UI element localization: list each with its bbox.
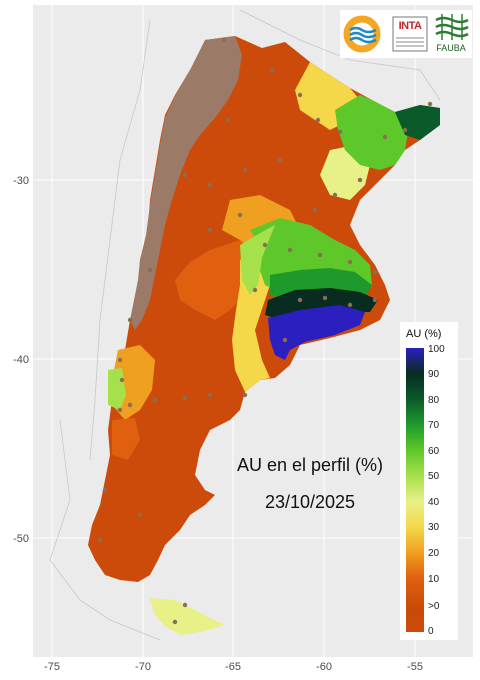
legend-label: 100 (428, 344, 445, 355)
inta-logo-icon (392, 16, 428, 52)
green-zone-littoral (335, 95, 410, 170)
purple-zone-saturated (268, 305, 365, 360)
x-tick-label: -75 (44, 661, 60, 673)
y-axis-ticks: -30 -40 -50 (13, 175, 29, 545)
inta-logo-text: INTA (398, 20, 422, 32)
legend-label: 20 (428, 548, 440, 559)
y-tick-label: -50 (13, 533, 29, 545)
y-tick-label: -30 (13, 175, 29, 187)
institution-logo-icon (343, 15, 381, 53)
map-date: 23/10/2025 (264, 492, 356, 512)
legend-label: 10 (428, 574, 440, 585)
map-title: AU en el perfil (%) (236, 455, 384, 475)
x-tick-label: -55 (407, 661, 423, 673)
fauba-logo-text: FAUBA (436, 43, 466, 53)
x-tick-label: -60 (316, 661, 332, 673)
x-tick-label: -70 (135, 661, 151, 673)
x-tick-label: -65 (225, 661, 241, 673)
legend-label: >0 (428, 601, 440, 612)
legend-label: 0 (428, 626, 434, 637)
legend-title: AU (%) (406, 328, 442, 340)
fauba-logo-icon (435, 14, 469, 40)
legend-label: 60 (428, 446, 440, 457)
legend-label: 90 (428, 369, 440, 380)
legend: AU (%) 100 90 80 70 60 50 40 30 20 10 (400, 322, 458, 640)
neighbor-borders (49, 9, 441, 641)
andes-arid-band (130, 36, 242, 330)
logos-strip: INTA FAUBA (340, 10, 472, 58)
legend-label: 80 (428, 395, 440, 406)
lime-zone-pampas (240, 225, 275, 295)
legend-label: 70 (428, 420, 440, 431)
tierra-del-fuego (150, 598, 225, 635)
legend-label: 30 (428, 522, 440, 533)
y-tick-label: -40 (13, 354, 29, 366)
station-points (97, 37, 433, 625)
legend-label: 40 (428, 497, 440, 508)
legend-label: 50 (428, 471, 440, 482)
orange-zone-patagonia (112, 418, 140, 460)
legend-color-bar (406, 348, 424, 632)
x-axis-ticks: -75 -70 -65 -60 -55 (44, 661, 423, 673)
